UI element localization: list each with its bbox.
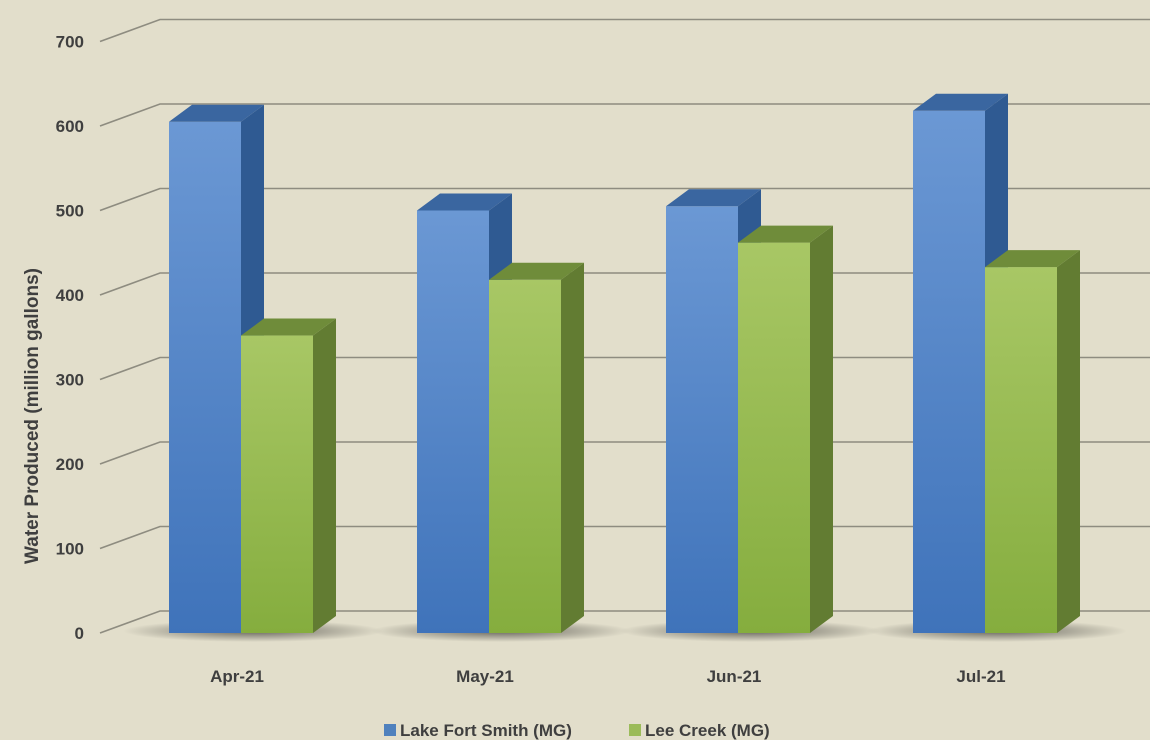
- gridline: [99, 103, 1150, 127]
- bar-side: [561, 262, 584, 633]
- legend-label: Lake Fort Smith (MG): [400, 721, 572, 740]
- bar-top: [985, 250, 1080, 268]
- bar-top: [417, 193, 512, 211]
- y-tick-label: 200: [56, 455, 84, 474]
- bar-side: [313, 318, 336, 633]
- bar-front: [417, 210, 489, 633]
- bar: [738, 225, 833, 634]
- y-tick-label: 500: [56, 202, 84, 221]
- y-axis-label: Water Produced (million gallons): [22, 268, 43, 564]
- gridline: [99, 187, 1150, 212]
- bar-top: [169, 104, 264, 122]
- y-tick-label: 100: [56, 540, 84, 559]
- bar-front: [913, 110, 985, 634]
- bar-top: [241, 318, 336, 336]
- y-tick-label: 300: [56, 371, 84, 390]
- bar-top: [738, 225, 833, 243]
- x-tick-label: Jul-21: [956, 667, 1005, 686]
- legend-label: Lee Creek (MG): [645, 721, 770, 740]
- bar-top: [666, 189, 761, 207]
- bar-front: [738, 242, 810, 634]
- bars: [169, 93, 1080, 634]
- y-tick-label: 0: [75, 624, 84, 643]
- bar-top: [489, 262, 584, 280]
- x-tick-label: Apr-21: [210, 667, 264, 686]
- legend-swatch: [384, 724, 396, 736]
- gridlines: [99, 18, 1150, 634]
- x-axis-categories: Apr-21 May-21 Jun-21 Jul-21: [210, 667, 1006, 686]
- bar-front: [666, 206, 738, 633]
- legend-swatch: [629, 724, 641, 736]
- x-tick-label: May-21: [456, 667, 514, 686]
- gridline: [99, 18, 1150, 43]
- bar: [489, 262, 584, 633]
- bar: [913, 93, 1008, 634]
- y-tick-label: 400: [56, 286, 84, 305]
- bar-front: [489, 279, 561, 633]
- legend: Lake Fort Smith (MG) Lee Creek (MG): [384, 721, 770, 740]
- bar-front: [169, 121, 241, 634]
- y-tick-label: 700: [56, 33, 84, 52]
- y-axis-ticks: 0 100 200 300 400 500 600 700: [56, 33, 84, 644]
- y-tick-label: 600: [56, 117, 84, 136]
- bar-front: [985, 267, 1057, 633]
- x-tick-label: Jun-21: [707, 667, 762, 686]
- bar-front: [241, 335, 313, 633]
- bar-top: [913, 93, 1008, 111]
- bar: [241, 318, 336, 633]
- bar: [985, 250, 1080, 634]
- bar-side: [810, 225, 833, 634]
- bar-side: [1057, 250, 1080, 634]
